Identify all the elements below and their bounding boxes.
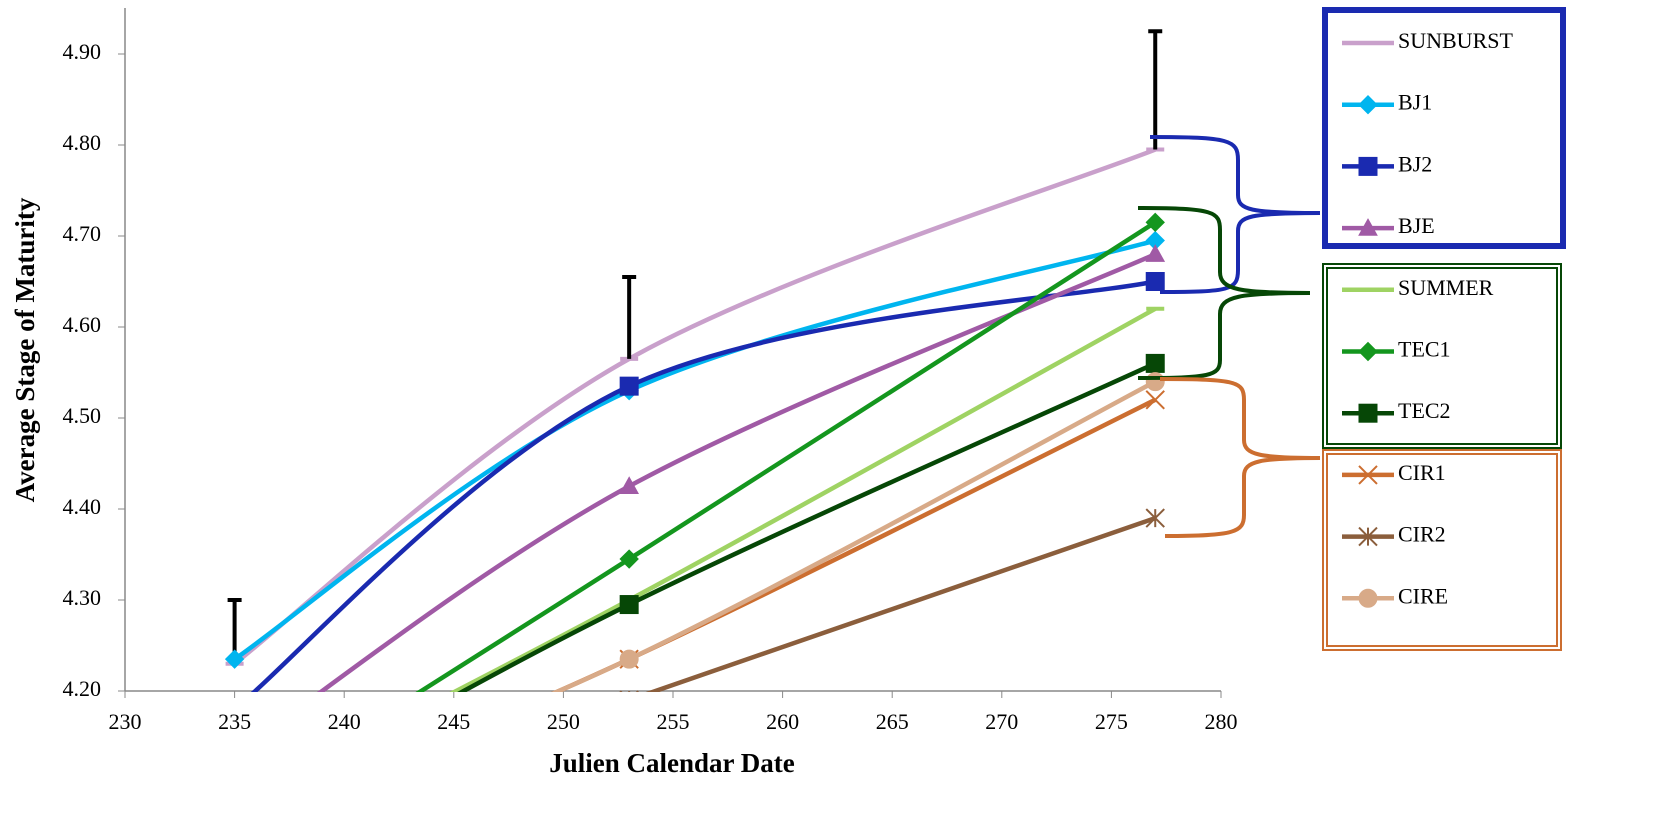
marker (619, 649, 639, 669)
legend-label: TEC2 (1398, 398, 1451, 423)
group-brace (1159, 377, 1321, 538)
marker (619, 549, 639, 569)
legend-box (1326, 267, 1558, 445)
y-tick-label: 4.40 (63, 494, 102, 519)
marker (1358, 465, 1378, 485)
legend-box (1322, 449, 1562, 651)
marker (1145, 244, 1166, 262)
marker (1145, 390, 1165, 410)
marker (1145, 212, 1165, 233)
marker (226, 800, 244, 818)
marker (1358, 526, 1378, 547)
legend-label: CIR1 (1398, 460, 1446, 485)
marker (226, 809, 244, 827)
x-axis-title: Julien Calendar Date (549, 748, 795, 778)
marker (1358, 156, 1378, 176)
marker (1358, 588, 1378, 608)
group-brace (1137, 206, 1311, 380)
marker (619, 376, 639, 396)
series-line (550, 379, 1157, 692)
legend-label: BJ1 (1398, 90, 1432, 115)
legend-label: SUMMER (1398, 275, 1494, 300)
legend-box (1322, 263, 1562, 449)
y-tick-label: 4.80 (63, 130, 102, 155)
x-tick-label: 270 (985, 709, 1018, 734)
x-tick-label: 280 (1205, 709, 1238, 734)
y-tick-label: 4.20 (63, 676, 102, 701)
legend-label: CIR2 (1398, 522, 1446, 547)
series-line (233, 147, 1157, 666)
y-tick-label: 4.50 (63, 403, 102, 428)
marker (226, 809, 244, 827)
marker (1358, 341, 1378, 362)
legend-label: SUNBURST (1398, 28, 1513, 53)
legend-label: BJ2 (1398, 151, 1432, 176)
series-line (457, 361, 1157, 692)
series-line (250, 279, 1156, 692)
y-axis-title: Average Stage of Maturity (10, 197, 40, 502)
y-tick-label: 4.90 (63, 39, 102, 64)
legend-label: CIRE (1398, 583, 1448, 608)
marker (1145, 353, 1165, 373)
legend-box (1326, 453, 1558, 647)
legend: SUNBURST BJ1 BJ2 BJE SUMMER TEC1 TEC2 CIR1 CIR2 C… (1137, 7, 1566, 651)
marker (1145, 272, 1165, 291)
marker (619, 595, 639, 615)
marker (226, 746, 244, 762)
series-line (645, 515, 1156, 692)
legend-box (1322, 7, 1566, 249)
group-brace (1149, 135, 1321, 294)
marker (1145, 372, 1165, 392)
x-tick-label: 230 (109, 709, 142, 734)
y-tick-label: 4.60 (63, 312, 102, 337)
x-tick-label: 260 (766, 709, 799, 734)
marker (1358, 218, 1378, 236)
axes: 4.20 4.30 4.40 4.50 4.60 4.70 4.80 4.90 230 235 24… (63, 8, 1238, 734)
marker (224, 649, 245, 669)
legend-label: BJE (1398, 213, 1435, 238)
x-tick-label: 255 (657, 709, 690, 734)
x-tick-label: 245 (437, 709, 470, 734)
y-tick-label: 4.30 (63, 585, 102, 610)
marker (226, 819, 244, 829)
series-line (415, 220, 1157, 692)
y-tick-label: 4.70 (63, 221, 102, 246)
error-bar (622, 274, 637, 359)
marker (619, 690, 639, 692)
marker (1145, 508, 1165, 528)
error-bar (1148, 29, 1163, 150)
marker (619, 476, 640, 494)
plot-area (224, 29, 1166, 829)
x-tick-label: 265 (876, 709, 909, 734)
marker (1358, 403, 1378, 423)
marker (1358, 94, 1378, 115)
x-tick-label: 250 (547, 709, 580, 734)
legend-label: TEC1 (1398, 337, 1451, 362)
x-tick-label: 235 (218, 709, 251, 734)
x-tick-label: 275 (1095, 709, 1128, 734)
series-line (233, 238, 1156, 662)
x-tick-label: 240 (328, 709, 361, 734)
series-line (449, 306, 1157, 692)
